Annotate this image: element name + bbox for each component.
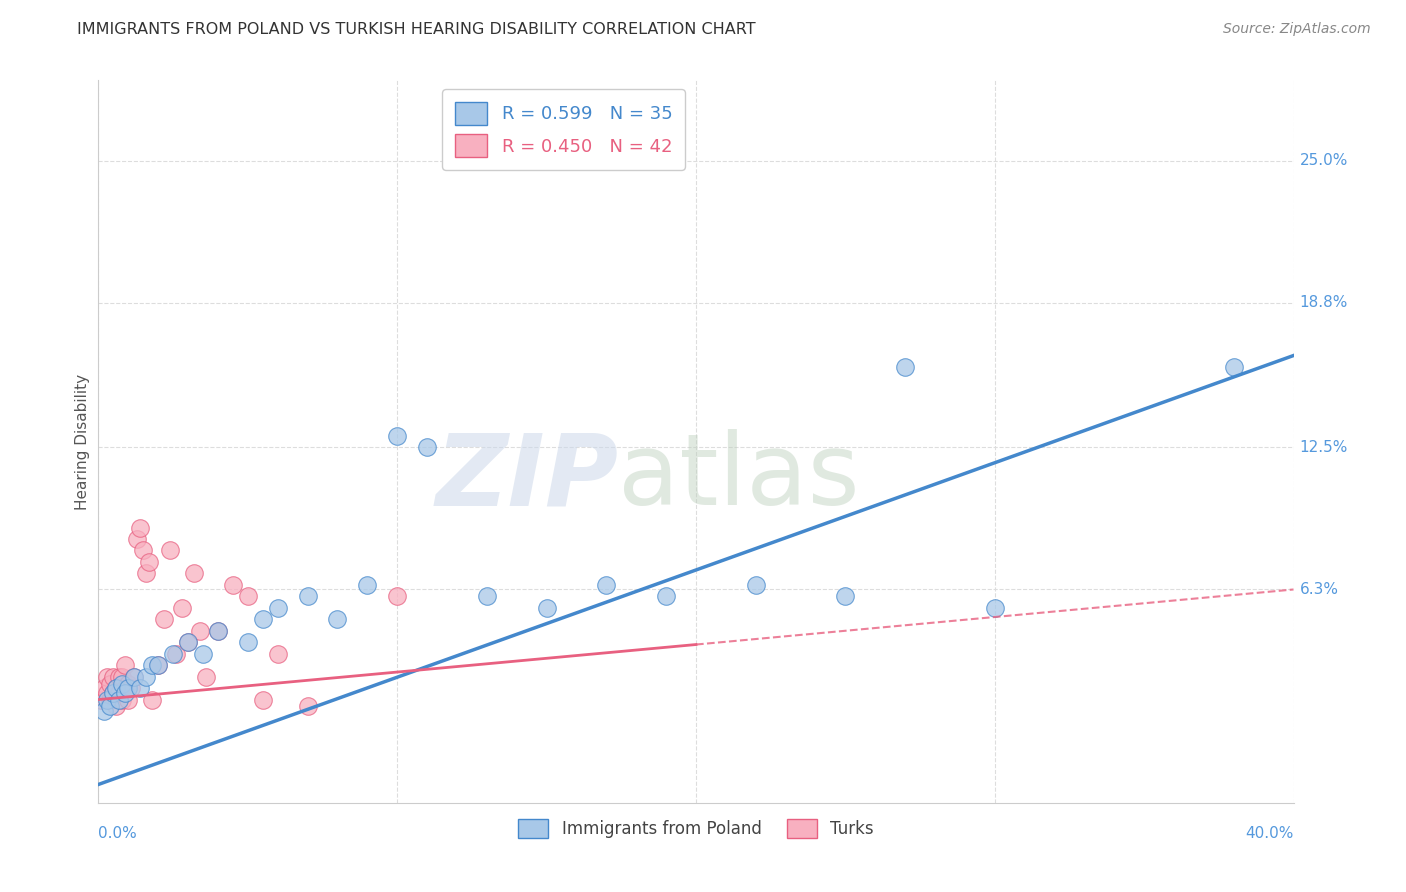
- Point: [124, 670, 146, 684]
- Text: Source: ZipAtlas.com: Source: ZipAtlas.com: [1223, 22, 1371, 37]
- Point: [745, 578, 768, 592]
- Point: [108, 692, 131, 706]
- Point: [183, 566, 205, 581]
- Point: [894, 359, 917, 374]
- Point: [475, 590, 498, 604]
- Point: [252, 692, 274, 706]
- Point: [416, 440, 439, 454]
- Point: [98, 699, 122, 714]
- Point: [536, 600, 558, 615]
- Text: 0.0%: 0.0%: [98, 826, 138, 841]
- Point: [141, 692, 163, 706]
- Point: [105, 681, 128, 695]
- Point: [124, 670, 146, 684]
- Point: [120, 681, 142, 695]
- Point: [267, 647, 290, 661]
- Point: [195, 670, 218, 684]
- Point: [117, 692, 139, 706]
- Point: [834, 590, 856, 604]
- Point: [252, 612, 274, 626]
- Point: [103, 686, 125, 700]
- Point: [326, 612, 349, 626]
- Point: [98, 692, 122, 706]
- Point: [356, 578, 378, 592]
- Point: [148, 658, 170, 673]
- Text: atlas: atlas: [619, 429, 860, 526]
- Point: [138, 555, 160, 569]
- Point: [177, 635, 200, 649]
- Point: [297, 699, 319, 714]
- Y-axis label: Hearing Disability: Hearing Disability: [75, 374, 90, 509]
- Text: ZIP: ZIP: [436, 429, 619, 526]
- Point: [1223, 359, 1246, 374]
- Point: [655, 590, 678, 604]
- Point: [148, 658, 170, 673]
- Point: [207, 624, 229, 638]
- Text: 6.3%: 6.3%: [1299, 582, 1339, 597]
- Point: [162, 647, 184, 661]
- Point: [984, 600, 1007, 615]
- Point: [153, 612, 176, 626]
- Text: 18.8%: 18.8%: [1299, 295, 1348, 310]
- Point: [236, 635, 259, 649]
- Point: [93, 704, 115, 718]
- Point: [117, 676, 139, 690]
- Point: [111, 692, 134, 706]
- Point: [96, 670, 118, 684]
- Text: 12.5%: 12.5%: [1299, 440, 1348, 455]
- Point: [129, 681, 152, 695]
- Point: [132, 543, 155, 558]
- Point: [127, 532, 149, 546]
- Text: 25.0%: 25.0%: [1299, 153, 1348, 168]
- Point: [108, 670, 131, 684]
- Point: [177, 635, 200, 649]
- Point: [129, 520, 152, 534]
- Point: [114, 681, 136, 695]
- Point: [159, 543, 181, 558]
- Point: [191, 647, 214, 661]
- Point: [135, 566, 157, 581]
- Point: [236, 590, 259, 604]
- Point: [267, 600, 290, 615]
- Point: [207, 624, 229, 638]
- Point: [222, 578, 245, 592]
- Point: [385, 590, 409, 604]
- Point: [595, 578, 617, 592]
- Point: [96, 692, 118, 706]
- Point: [385, 429, 409, 443]
- Point: [172, 600, 194, 615]
- Point: [105, 681, 128, 695]
- Point: [297, 590, 319, 604]
- Point: [111, 676, 134, 690]
- Point: [105, 699, 128, 714]
- Point: [111, 670, 134, 684]
- Point: [103, 670, 125, 684]
- Point: [98, 676, 122, 690]
- Text: 40.0%: 40.0%: [1246, 826, 1294, 841]
- Point: [117, 681, 139, 695]
- Point: [96, 686, 118, 700]
- Point: [90, 692, 112, 706]
- Point: [165, 647, 187, 661]
- Point: [141, 658, 163, 673]
- Text: IMMIGRANTS FROM POLAND VS TURKISH HEARING DISABILITY CORRELATION CHART: IMMIGRANTS FROM POLAND VS TURKISH HEARIN…: [77, 22, 756, 37]
- Point: [108, 686, 131, 700]
- Point: [135, 670, 157, 684]
- Point: [103, 686, 125, 700]
- Point: [188, 624, 211, 638]
- Legend: Immigrants from Poland, Turks: Immigrants from Poland, Turks: [512, 813, 880, 845]
- Point: [93, 681, 115, 695]
- Point: [114, 658, 136, 673]
- Point: [114, 686, 136, 700]
